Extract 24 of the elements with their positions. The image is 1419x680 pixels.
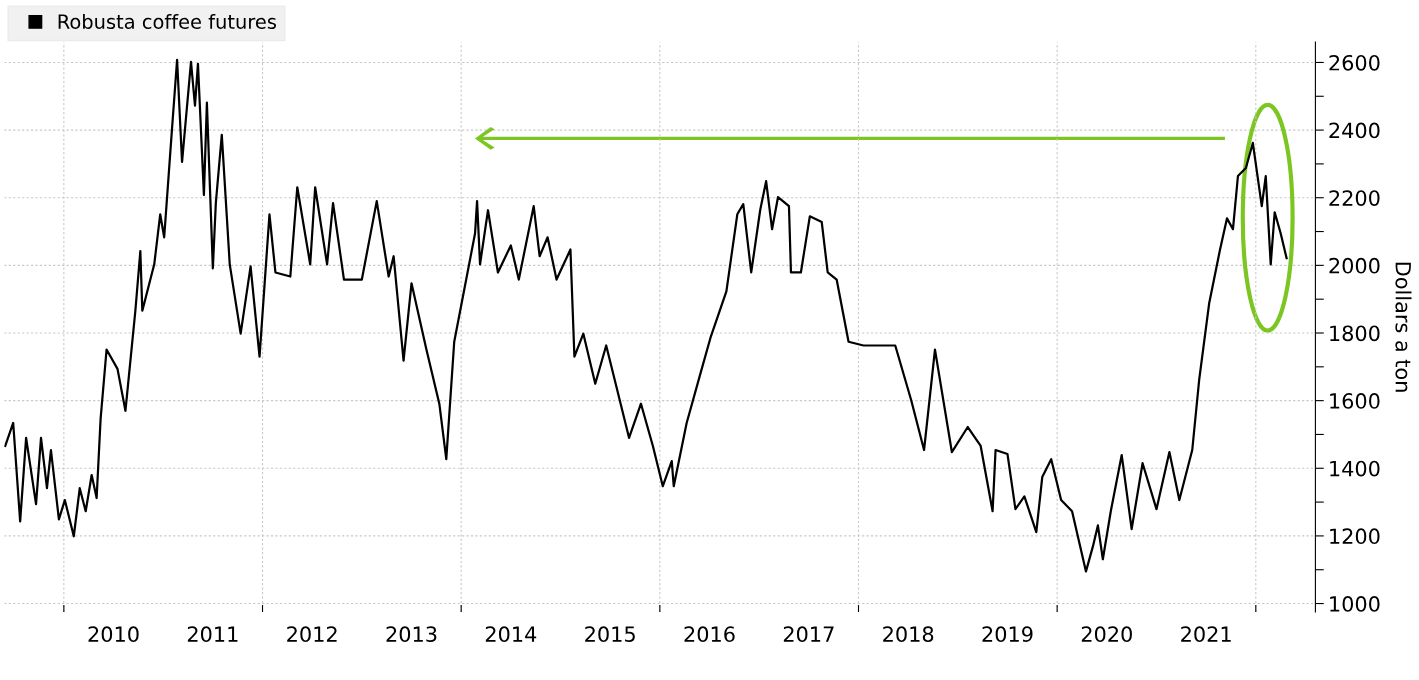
y-tick-label: 1800 [1330,325,1380,342]
x-tick-label: 2014 [485,626,537,643]
x-tick-label: 2020 [1081,626,1132,643]
y-tick-label: 2000 [1329,257,1380,274]
y-tick-label: 2600 [1329,54,1380,71]
x-tick-label: 2019 [982,626,1033,643]
x-tick-label: 2010 [88,626,139,643]
y-tick-label: 2400 [1329,122,1380,139]
y-tick-label: 2200 [1329,190,1380,206]
y-tick-label: 1600 [1330,393,1380,409]
legend-label: Robusta coffee futures [58,13,277,29]
y-tick-label: 1000 [1330,596,1380,612]
line-series [4,58,1288,573]
x-tick-label: 2021 [1181,626,1231,643]
x-tick-label: 2013 [386,626,437,643]
y-tick-label: 1400 [1330,460,1380,477]
y-tick-label: 1200 [1330,528,1380,545]
x-tick-label: 2016 [684,626,735,643]
x-tick-label: 2011 [187,626,238,643]
y-axis-title: Dollars a ton [1395,262,1412,392]
x-tick-label: 2018 [883,626,934,643]
x-tick-label: 2012 [287,626,337,643]
x-tick-label: 2017 [783,626,834,643]
x-tick-label: 2015 [585,626,635,643]
